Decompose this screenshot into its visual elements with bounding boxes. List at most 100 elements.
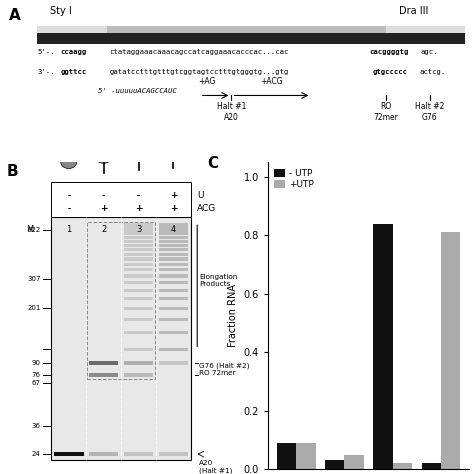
FancyBboxPatch shape [89, 452, 118, 456]
Text: +: + [100, 204, 108, 213]
FancyBboxPatch shape [124, 226, 153, 229]
Text: +: + [135, 204, 142, 213]
Text: RO
72mer: RO 72mer [373, 102, 398, 122]
Text: 24: 24 [32, 451, 41, 457]
Ellipse shape [174, 128, 190, 140]
Text: 3'-.: 3'-. [37, 69, 55, 75]
Text: -: - [67, 204, 70, 213]
Text: +AG: +AG [198, 77, 216, 86]
Ellipse shape [61, 156, 77, 169]
Ellipse shape [70, 148, 81, 157]
FancyBboxPatch shape [159, 297, 188, 300]
FancyBboxPatch shape [159, 318, 188, 321]
FancyBboxPatch shape [124, 297, 153, 300]
FancyBboxPatch shape [124, 307, 153, 310]
Text: 4: 4 [171, 225, 176, 234]
Text: U: U [197, 191, 204, 201]
Text: ccaagg: ccaagg [61, 49, 87, 55]
Text: 90: 90 [32, 360, 41, 366]
FancyBboxPatch shape [124, 263, 153, 266]
FancyBboxPatch shape [159, 223, 188, 226]
FancyBboxPatch shape [159, 229, 188, 232]
Text: Sty I: Sty I [50, 6, 72, 16]
Text: ctataggaaacaaacagccatcaggaaacacccac...cac: ctataggaaacaaacagccatcaggaaacacccac...ca… [109, 49, 289, 55]
FancyBboxPatch shape [124, 236, 153, 239]
Text: +: + [170, 204, 177, 213]
FancyBboxPatch shape [89, 361, 118, 365]
FancyBboxPatch shape [124, 232, 153, 236]
FancyBboxPatch shape [159, 361, 188, 365]
Bar [325, 460, 345, 469]
Text: 5' -uuuuuACAGCCAUC: 5' -uuuuuACAGCCAUC [98, 89, 176, 94]
FancyBboxPatch shape [51, 218, 191, 460]
Bar [277, 443, 296, 469]
Text: A: A [9, 8, 21, 23]
Bar [441, 232, 460, 469]
Text: A20
(Halt #1): A20 (Halt #1) [199, 460, 233, 474]
Text: Halt #1
A20: Halt #1 A20 [217, 102, 246, 122]
FancyBboxPatch shape [159, 232, 188, 236]
Ellipse shape [128, 141, 149, 158]
FancyBboxPatch shape [124, 452, 153, 456]
Text: 67: 67 [32, 381, 41, 386]
FancyBboxPatch shape [159, 348, 188, 351]
Text: 5'-.: 5'-. [37, 49, 55, 55]
FancyBboxPatch shape [124, 268, 153, 272]
FancyBboxPatch shape [159, 240, 188, 243]
FancyBboxPatch shape [159, 281, 188, 284]
Text: Dra III: Dra III [399, 6, 428, 16]
FancyBboxPatch shape [159, 331, 188, 334]
Text: 2: 2 [101, 225, 106, 234]
FancyBboxPatch shape [124, 361, 153, 365]
Text: 36: 36 [32, 423, 41, 429]
FancyBboxPatch shape [159, 248, 188, 251]
FancyBboxPatch shape [124, 331, 153, 334]
Text: +: + [170, 204, 177, 213]
Text: +: + [170, 191, 177, 201]
FancyBboxPatch shape [159, 244, 188, 247]
Text: -: - [137, 191, 140, 201]
Text: actcg.: actcg. [419, 69, 446, 75]
Text: -: - [102, 191, 105, 201]
Text: -: - [67, 204, 70, 213]
Text: 76: 76 [32, 372, 41, 378]
Bar [392, 464, 412, 469]
FancyBboxPatch shape [124, 244, 153, 247]
FancyBboxPatch shape [37, 33, 465, 44]
Text: 1: 1 [66, 225, 72, 234]
Text: 622: 622 [27, 228, 41, 233]
FancyBboxPatch shape [124, 318, 153, 321]
FancyBboxPatch shape [124, 289, 153, 292]
FancyBboxPatch shape [124, 257, 153, 261]
FancyBboxPatch shape [159, 257, 188, 261]
Text: gatatcctttgtttgtcggtagtcctttgtgggtg...gtg: gatatcctttgtttgtcggtagtcctttgtgggtg...gt… [109, 69, 289, 75]
FancyBboxPatch shape [89, 373, 118, 377]
Text: gtgccccc: gtgccccc [373, 69, 408, 75]
Text: agc.: agc. [420, 49, 438, 55]
FancyBboxPatch shape [124, 274, 153, 278]
Text: ggttcc: ggttcc [61, 69, 87, 75]
Text: ACG: ACG [197, 204, 217, 213]
Bar [345, 455, 364, 469]
Text: -: - [137, 191, 140, 201]
FancyBboxPatch shape [124, 229, 153, 232]
Text: M: M [27, 225, 34, 234]
Text: 201: 201 [27, 305, 41, 311]
FancyBboxPatch shape [159, 236, 188, 239]
Text: +: + [135, 204, 142, 213]
Text: C: C [208, 156, 219, 171]
FancyBboxPatch shape [124, 223, 153, 226]
Ellipse shape [95, 149, 113, 163]
Bar [374, 224, 392, 469]
Ellipse shape [162, 138, 184, 155]
FancyBboxPatch shape [51, 182, 191, 218]
Bar [296, 443, 316, 469]
FancyBboxPatch shape [124, 253, 153, 255]
FancyBboxPatch shape [37, 27, 107, 33]
FancyBboxPatch shape [159, 452, 188, 456]
FancyBboxPatch shape [37, 27, 465, 33]
Text: Halt #2
G76: Halt #2 G76 [415, 102, 445, 122]
Ellipse shape [104, 140, 117, 151]
FancyBboxPatch shape [159, 274, 188, 278]
FancyBboxPatch shape [124, 348, 153, 351]
